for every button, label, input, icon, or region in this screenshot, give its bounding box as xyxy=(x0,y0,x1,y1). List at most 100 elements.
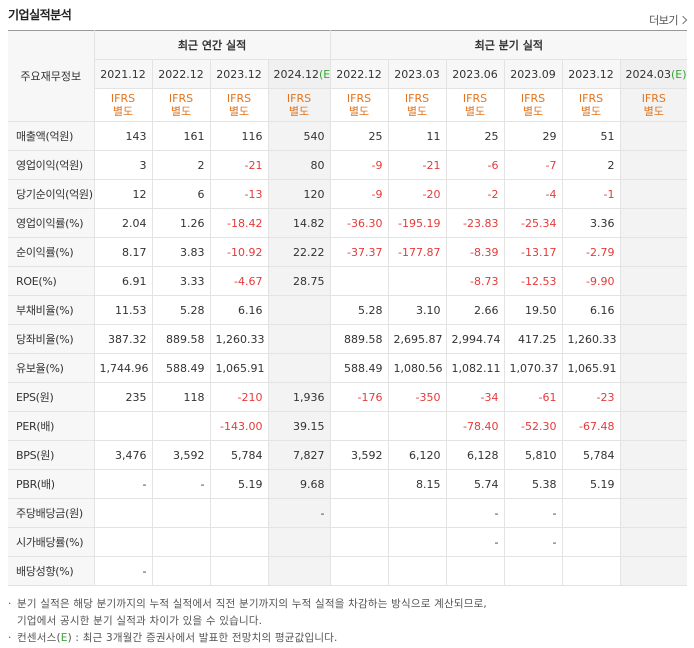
date-label: 2023.12 xyxy=(216,67,262,81)
date-header: 2024.12(E) xyxy=(267,59,331,89)
value-cell: 6.16 xyxy=(209,295,269,325)
value-cell xyxy=(209,556,269,586)
basis-label: 별도 xyxy=(522,105,544,118)
value-cell xyxy=(329,411,389,441)
value-cell xyxy=(151,527,211,557)
table-row: 당좌비율(%) 387.32 889.58 1,260.33 889.58 2,695.8… xyxy=(8,324,688,354)
value-cell: 6.16 xyxy=(561,295,621,325)
value-cell: 51 xyxy=(561,121,621,151)
value-cell: -37.37 xyxy=(329,237,389,267)
basis-label: 별도 xyxy=(112,105,134,118)
date-header: 2023.12 xyxy=(561,59,621,89)
value-cell xyxy=(619,324,688,354)
row-label: EPS(원) xyxy=(8,382,95,412)
value-cell xyxy=(619,121,688,151)
ifrs-cell: IFRS 별도 xyxy=(151,88,211,122)
ifrs-label: IFRS xyxy=(641,92,666,105)
value-cell: -8.73 xyxy=(445,266,505,296)
basis-label: 별도 xyxy=(348,105,370,118)
value-cell: 5,784 xyxy=(561,440,621,470)
value-cell: 1,065.91 xyxy=(209,353,269,383)
table-row: 순이익률(%) 8.17 3.83 -10.92 22.22 -37.37 -177.87-… xyxy=(8,237,688,267)
value-cell: -2.79 xyxy=(561,237,621,267)
value-cell: -9.90 xyxy=(561,266,621,296)
table-row: EPS(원) 235 118 -210 1,936 -176 -350 -34 -61 -23 xyxy=(8,382,688,412)
table-row: 영업이익률(%) 2.04 1.26 -18.42 14.82 -36.30 -195.19… xyxy=(8,208,688,238)
value-cell xyxy=(503,556,563,586)
date-label: 2023.03 xyxy=(394,67,440,81)
value-cell: 889.58 xyxy=(329,324,389,354)
table-row: 유보율(%) 1,744.96 588.49 1,065.91 588.49 1,080.… xyxy=(8,353,688,383)
date-header: 2023.06 xyxy=(445,59,505,89)
ifrs-cell: IFRS 별도 xyxy=(619,88,688,122)
value-cell xyxy=(561,556,621,586)
value-cell: -13.17 xyxy=(503,237,563,267)
value-cell: 1,260.33 xyxy=(561,324,621,354)
value-cell: 5.28 xyxy=(151,295,211,325)
value-cell: 9.68 xyxy=(267,469,331,499)
value-cell: 161 xyxy=(151,121,211,151)
value-cell: 6 xyxy=(151,179,211,209)
value-cell xyxy=(387,527,447,557)
date-label: 2021.12 xyxy=(100,67,146,81)
value-cell xyxy=(329,498,389,528)
value-cell: 118 xyxy=(151,382,211,412)
value-cell xyxy=(267,295,331,325)
basis-label: 별도 xyxy=(228,105,250,118)
value-cell xyxy=(209,527,269,557)
value-cell xyxy=(329,556,389,586)
more-link[interactable]: 더보기 xyxy=(649,12,688,28)
row-label: 당좌비율(%) xyxy=(8,324,95,354)
row-label: 영업이익률(%) xyxy=(8,208,95,238)
value-cell: 5,810 xyxy=(503,440,563,470)
table-row: 영업이익(억원) 3 2 -21 80 -9 -21 -6 -7 2 xyxy=(8,150,688,180)
value-cell: 2.66 xyxy=(445,295,505,325)
chevron-right-icon xyxy=(678,15,688,25)
basis-label: 별도 xyxy=(643,105,664,118)
date-label: 2022.12 xyxy=(336,67,382,81)
value-cell: -21 xyxy=(209,150,269,180)
ifrs-label: IFRS xyxy=(404,92,430,105)
value-cell: 889.58 xyxy=(151,324,211,354)
value-cell: 2,994.74 xyxy=(445,324,505,354)
value-cell xyxy=(267,527,331,557)
value-cell: 2 xyxy=(561,150,621,180)
value-cell: 2,695.87 xyxy=(387,324,447,354)
estimate-mark: (E) xyxy=(671,67,687,81)
row-label: 부채비율(%) xyxy=(8,295,95,325)
ifrs-row: IFRS 별도 IFRS 별도 IFRS 별도 IFRS 별도 IFRS 별도 IFRS 별도 IFRS… xyxy=(8,88,688,122)
value-cell: -78.40 xyxy=(445,411,505,441)
value-cell: 588.49 xyxy=(151,353,211,383)
date-header: 2022.12 xyxy=(329,59,389,89)
basis-label: 별도 xyxy=(580,105,602,118)
value-cell: -67.48 xyxy=(561,411,621,441)
row-label: 시가배당률(%) xyxy=(8,527,95,557)
value-cell xyxy=(561,527,621,557)
note-2-mark: E xyxy=(60,632,68,644)
row-label: 순이익률(%) xyxy=(8,237,95,267)
value-cell: -210 xyxy=(209,382,269,412)
value-cell xyxy=(387,266,447,296)
value-cell xyxy=(619,382,688,412)
value-cell: 1.26 xyxy=(151,208,211,238)
ifrs-cell: IFRS 별도 xyxy=(503,88,563,122)
value-cell xyxy=(329,527,389,557)
value-cell: 12 xyxy=(93,179,153,209)
date-label: 2024.12 xyxy=(273,67,320,81)
corner-header: 주요재무정보 xyxy=(8,30,95,122)
value-cell: 3.33 xyxy=(151,266,211,296)
value-cell: 3,592 xyxy=(151,440,211,470)
value-cell: -2 xyxy=(445,179,505,209)
value-cell: 11.53 xyxy=(93,295,153,325)
value-cell: 14.82 xyxy=(267,208,331,238)
table-row: 부채비율(%) 11.53 5.28 6.16 5.28 3.10 2.66 19.50 6.1… xyxy=(8,295,688,325)
value-cell: 5.19 xyxy=(209,469,269,499)
value-cell: -7 xyxy=(503,150,563,180)
value-cell: 1,744.96 xyxy=(93,353,153,383)
value-cell xyxy=(619,411,688,441)
financial-table: 주요재무정보 최근 연간 실적 최근 분기 실적 2021.12 2022.12 2… xyxy=(8,30,688,586)
value-cell xyxy=(151,556,211,586)
value-cell: 588.49 xyxy=(329,353,389,383)
table-row: 주당배당금(원) - - - xyxy=(8,498,688,528)
note-1: 분기 실적은 해당 분기까지의 누적 실적에서 직전 분기까지의 누적 실적을 … xyxy=(17,598,487,610)
